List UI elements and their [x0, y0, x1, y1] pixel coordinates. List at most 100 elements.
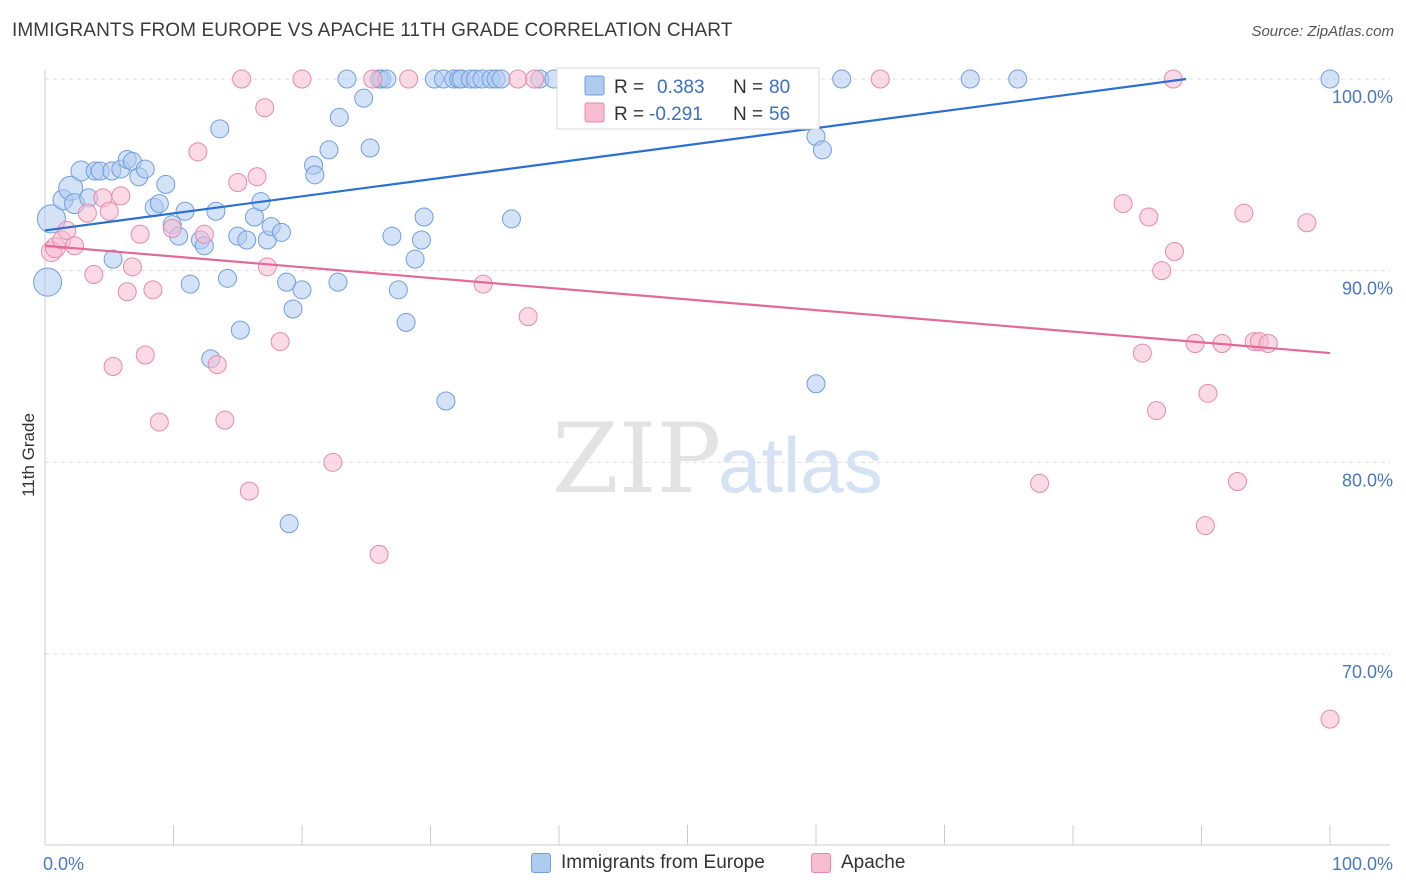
y-axis-label: 11th Grade: [19, 413, 38, 497]
legend-swatch-europe-bottom: [531, 853, 551, 873]
apache-point: [130, 224, 150, 244]
apache-point: [162, 219, 182, 238]
apache-point: [1185, 334, 1205, 353]
legend-item-apache[interactable]: Apache: [811, 852, 905, 874]
y-tick-label: 80.0%: [1342, 470, 1393, 490]
apache-point: [270, 332, 290, 352]
europe-point: [210, 119, 230, 139]
europe-point: [501, 209, 521, 229]
apache-trend-line: [44, 244, 1331, 355]
europe-point: [135, 159, 155, 179]
europe-point: [388, 280, 408, 300]
legend-swatch-apache: [584, 102, 605, 123]
europe-point: [283, 299, 303, 319]
apache-point: [239, 481, 259, 501]
apache-point: [149, 412, 169, 432]
apache-point: [99, 201, 119, 221]
legend-r-label-europe: R =: [614, 77, 644, 98]
apache-point: [111, 186, 131, 206]
apache-point: [1320, 709, 1340, 729]
watermark-atlas: atlas: [718, 421, 883, 509]
europe-point: [149, 194, 169, 214]
legend-item-europe[interactable]: Immigrants from Europe: [531, 852, 765, 874]
apache-point: [1030, 473, 1050, 493]
europe-point: [206, 201, 226, 221]
europe-point: [354, 88, 374, 108]
europe-point: [405, 249, 425, 269]
europe-point: [1320, 69, 1340, 89]
stats-legend: R = 0.383 N = 80 R = -0.291 N = 56: [556, 67, 820, 130]
europe-point: [360, 138, 380, 158]
europe-point: [337, 69, 357, 89]
legend-n-value-apache: 56: [769, 104, 790, 125]
europe-point: [382, 226, 402, 246]
europe-point: [33, 267, 63, 297]
europe-point: [279, 514, 299, 534]
apache-point: [1113, 194, 1133, 214]
europe-point: [436, 391, 456, 411]
europe-point: [328, 272, 348, 292]
europe-point: [217, 268, 237, 288]
y-axis-tick-labels: 100.0% 90.0% 80.0% 70.0%: [1332, 87, 1393, 682]
europe-point: [396, 312, 416, 332]
apache-point: [399, 69, 419, 89]
europe-point: [319, 140, 339, 160]
x-axis-tick-labels: 0.0% 100.0%: [43, 854, 1393, 874]
apache-point: [188, 142, 208, 162]
apache-point: [1258, 334, 1278, 353]
europe-point: [156, 174, 176, 194]
europe-point: [103, 249, 123, 269]
chart-title: IMMIGRANTS FROM EUROPE VS APACHE 11TH GR…: [12, 20, 733, 41]
legend-n-label-europe: N =: [733, 77, 763, 98]
grid-lines: [45, 78, 1390, 655]
y-tick-label: 100.0%: [1332, 87, 1393, 107]
legend-label-europe: Immigrants from Europe: [561, 852, 765, 873]
apache-point: [369, 544, 389, 564]
apache-point: [257, 257, 277, 277]
legend-r-value-europe: 0.383: [657, 77, 705, 98]
chart-source: Source: ZipAtlas.com: [1251, 23, 1394, 40]
europe-point: [812, 140, 832, 160]
apache-point: [65, 236, 85, 256]
series-legend: Immigrants from Europe Apache: [0, 852, 1406, 878]
x-tick-label: 0.0%: [43, 854, 84, 874]
apache-point: [77, 203, 97, 223]
axes: [44, 70, 1390, 846]
apache-point: [473, 274, 493, 294]
legend-swatch-europe: [584, 75, 605, 96]
europe-point: [806, 374, 826, 394]
y-tick-label: 70.0%: [1342, 662, 1393, 682]
apache-point: [508, 69, 528, 89]
europe-trend-line: [44, 77, 1187, 232]
apache-point: [1132, 343, 1152, 363]
europe-point: [271, 222, 291, 242]
apache-point: [117, 282, 137, 302]
apache-point: [1297, 213, 1317, 233]
europe-point: [491, 69, 511, 89]
x-tick-label: 100.0%: [1332, 854, 1393, 874]
apache-point: [84, 265, 104, 284]
europe-point: [412, 230, 432, 250]
apache-point: [143, 280, 163, 300]
apache-point: [525, 69, 545, 89]
apache-point: [135, 345, 155, 365]
apache-point: [207, 355, 227, 375]
apache-point: [1165, 242, 1185, 261]
legend-n-label-apache: N =: [733, 104, 763, 125]
apache-point: [1234, 203, 1254, 223]
europe-point: [237, 230, 257, 250]
legend-r-label-apache: R =: [614, 104, 644, 125]
europe-point: [230, 320, 250, 340]
legend-swatch-apache-bottom: [811, 853, 831, 873]
apache-point: [215, 410, 235, 430]
apache-series: [40, 69, 1340, 729]
apache-point: [1139, 207, 1159, 227]
europe-point: [180, 274, 200, 294]
europe-point: [329, 107, 349, 127]
apache-point: [1147, 401, 1167, 421]
watermark-zip: ZIP: [552, 403, 721, 515]
europe-point: [414, 207, 434, 227]
trend-lines: [44, 77, 1331, 355]
apache-point: [255, 98, 275, 118]
europe-point: [36, 204, 66, 234]
